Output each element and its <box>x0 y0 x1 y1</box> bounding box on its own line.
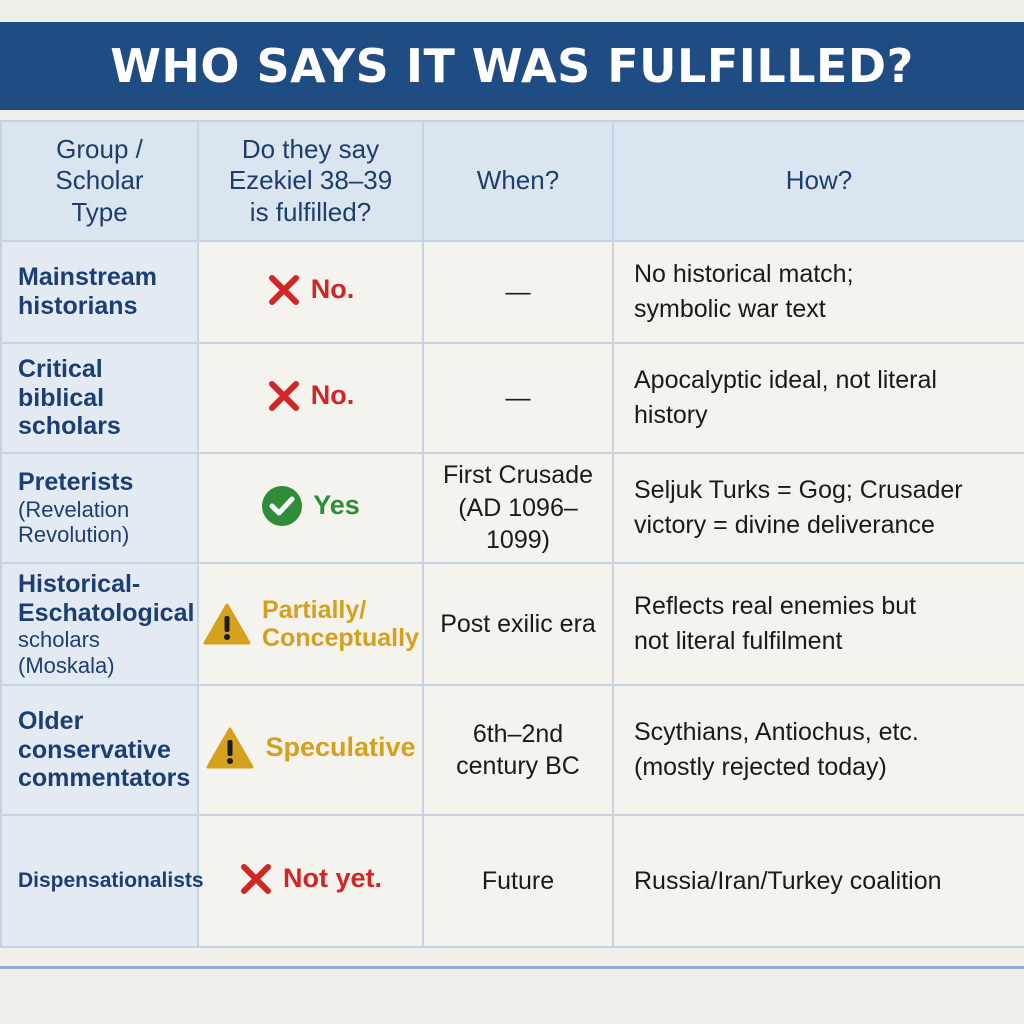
group-cell: Historical-Eschatological scholars (Mosk… <box>0 562 199 686</box>
how-cell: Reflects real enemies but not literal fu… <box>612 562 1024 686</box>
x-icon <box>267 273 301 307</box>
x-icon <box>239 862 273 896</box>
verdict-cell: No. <box>197 342 424 454</box>
table-row: Preterists (Revelation Revolution) Yes F… <box>0 452 1024 564</box>
header-group-label: Group / Scholar Type <box>55 134 144 227</box>
header-group: Group / Scholar Type <box>0 120 199 242</box>
how-text: Russia/Iran/Turkey coalition <box>634 866 942 895</box>
how-text: No historical match; symbolic war text <box>634 260 854 323</box>
when-cell: — <box>422 240 614 344</box>
group-cell: Dispensationalists <box>0 814 204 948</box>
group-name: Preterists <box>18 468 134 497</box>
group-cell: Preterists (Revelation Revolution) <box>0 452 199 564</box>
verdict-label: No. <box>310 380 355 410</box>
when-cell: Future <box>422 814 614 948</box>
when-text: First Crusade (AD 1096–1099) <box>442 461 594 555</box>
warning-icon <box>202 602 252 646</box>
group-cell: Mainstream historians <box>0 240 199 344</box>
how-cell: Seljuk Turks = Gog; Crusader victory = d… <box>612 452 1024 564</box>
verdict-label: Speculative <box>265 732 416 762</box>
how-text: Seljuk Turks = Gog; Crusader victory = d… <box>634 476 963 539</box>
when-cell: 6th–2nd century BC <box>422 684 614 816</box>
table-row: Critical biblical scholars No. — Apocaly… <box>0 342 1024 454</box>
when-cell: Post exilic era <box>422 562 614 686</box>
table-row: Historical-Eschatological scholars (Mosk… <box>0 562 1024 686</box>
table-body: Mainstream historians No. — No historica… <box>0 240 1024 948</box>
warning-icon <box>205 726 255 770</box>
when-text: Post exilic era <box>440 609 596 638</box>
how-text: Reflects real enemies but not literal fu… <box>634 592 917 655</box>
when-text: — <box>505 383 531 412</box>
table-row: Older conservative commentators Speculat… <box>0 684 1024 816</box>
how-cell: Scythians, Antiochus, etc. (mostly rejec… <box>612 684 1024 816</box>
verdict: Yes <box>261 485 360 527</box>
verdict-cell: Partially/Conceptually <box>197 562 424 686</box>
when-cell: First Crusade (AD 1096–1099) <box>422 452 614 564</box>
group-subtitle: (Revelation Revolution) <box>18 497 130 548</box>
header-how-label: How? <box>785 165 853 196</box>
verdict-cell: Not yet. <box>197 814 424 948</box>
header-when: When? <box>422 120 614 242</box>
verdict-cell: Speculative <box>197 684 424 816</box>
header-fulfilled: Do they say Ezekiel 38–39 is fulfilled? <box>197 120 424 242</box>
how-cell: Russia/Iran/Turkey coalition <box>612 814 1024 948</box>
how-text: Scythians, Antiochus, etc. (mostly rejec… <box>634 718 919 781</box>
page-title: WHO SAYS IT WAS FULFILLED? <box>110 39 914 93</box>
how-cell: Apocalyptic ideal, not literal history <box>612 342 1024 454</box>
verdict-cell: No. <box>197 240 424 344</box>
verdict: No. <box>267 379 355 413</box>
when-text: 6th–2nd century BC <box>456 719 580 781</box>
group-subtitle: scholars (Moskala) <box>18 627 115 678</box>
header-when-label: When? <box>476 165 560 196</box>
how-cell: No historical match; symbolic war text <box>612 240 1024 344</box>
verdict-label: No. <box>310 274 355 304</box>
table-row: Dispensationalists Not yet. Future Russi… <box>0 814 1024 948</box>
verdict-cell: Yes <box>197 452 424 564</box>
verdict: Speculative <box>205 726 416 770</box>
bottom-divider <box>0 966 1024 969</box>
verdict-label: Not yet. <box>282 863 382 893</box>
table-row: Mainstream historians No. — No historica… <box>0 240 1024 344</box>
group-name: Historical-Eschatological <box>18 569 195 627</box>
verdict: Not yet. <box>239 862 382 896</box>
group-name: Mainstream historians <box>18 263 157 320</box>
group-name: Older conservative commentators <box>18 706 191 793</box>
header-how: How? <box>612 120 1024 242</box>
when-cell: — <box>422 342 614 454</box>
verdict: Partially/Conceptually <box>202 596 419 652</box>
when-text: Future <box>481 866 555 895</box>
comparison-table: Group / Scholar Type Do they say Ezekiel… <box>0 120 1024 948</box>
header-row: Group / Scholar Type Do they say Ezekiel… <box>0 120 1024 242</box>
verdict: No. <box>267 273 355 307</box>
check-icon <box>261 485 303 527</box>
comparison-table-wrapper: Group / Scholar Type Do they say Ezekiel… <box>0 120 1024 948</box>
title-bar: WHO SAYS IT WAS FULFILLED? <box>0 22 1024 110</box>
group-cell: Critical biblical scholars <box>0 342 199 454</box>
header-fulfilled-label: Do they say Ezekiel 38–39 is fulfilled? <box>228 134 393 227</box>
group-name: Critical biblical scholars <box>18 354 121 441</box>
when-text: — <box>505 277 531 306</box>
x-icon <box>267 379 301 413</box>
group-name: Dispensationalists <box>18 868 204 892</box>
verdict-label: Partially/Conceptually <box>262 596 419 652</box>
how-text: Apocalyptic ideal, not literal history <box>634 366 937 429</box>
group-cell: Older conservative commentators <box>0 684 199 816</box>
verdict-label: Yes <box>313 490 360 520</box>
